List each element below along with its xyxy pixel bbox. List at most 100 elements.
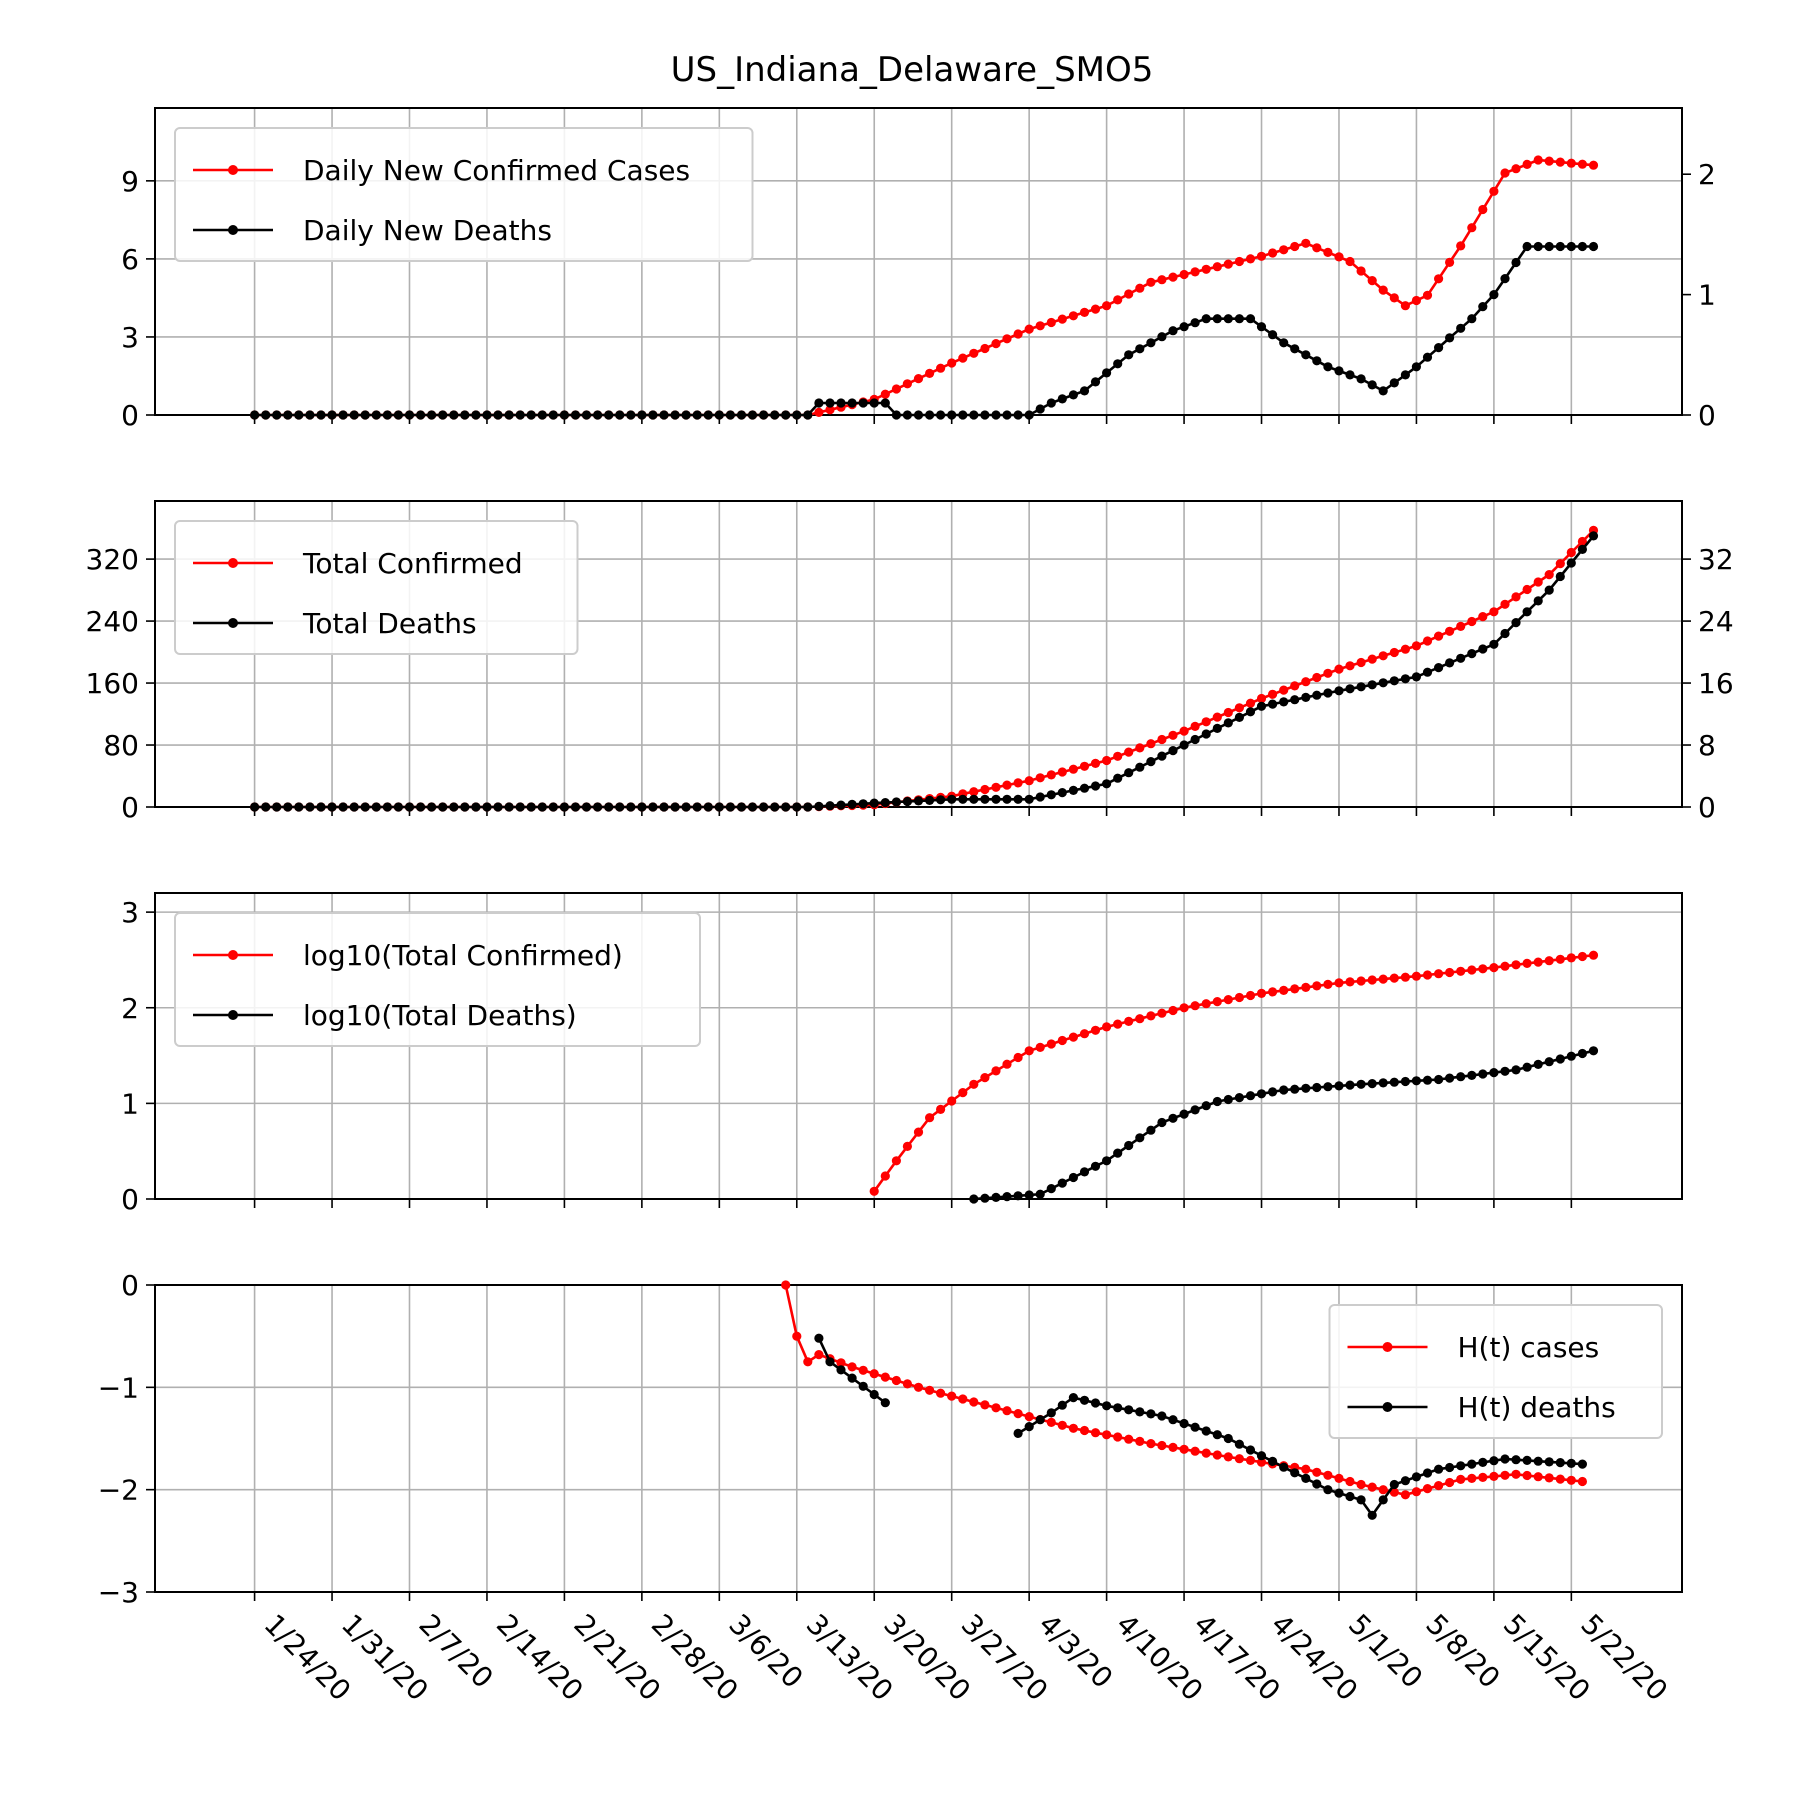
deaths-point bbox=[1090, 781, 1101, 791]
cases-point bbox=[1400, 644, 1410, 654]
deaths-point bbox=[1057, 1178, 1067, 1188]
cases-point bbox=[792, 1331, 802, 1341]
deaths-point bbox=[1312, 1082, 1322, 1093]
deaths-point bbox=[261, 410, 271, 420]
deaths-point bbox=[1422, 1468, 1433, 1478]
cases-point bbox=[1345, 977, 1355, 987]
cases-point bbox=[1168, 272, 1178, 282]
cases-point bbox=[1467, 1473, 1477, 1483]
cases-point bbox=[1500, 599, 1510, 609]
cases-point bbox=[1212, 712, 1222, 722]
cases-point bbox=[969, 348, 979, 358]
cases-point bbox=[913, 1127, 924, 1137]
cases-point bbox=[847, 1362, 857, 1372]
cases-point bbox=[1511, 960, 1521, 970]
deaths-point bbox=[1290, 344, 1300, 354]
deaths-point bbox=[1024, 794, 1034, 804]
deaths-point bbox=[416, 802, 426, 812]
deaths-point bbox=[1146, 1409, 1156, 1419]
cases-point bbox=[1478, 204, 1488, 215]
deaths-point bbox=[1367, 680, 1377, 690]
deaths-point bbox=[1079, 1167, 1090, 1177]
cases-point bbox=[958, 1088, 968, 1098]
deaths-point bbox=[969, 1194, 979, 1204]
deaths-point bbox=[1002, 410, 1012, 420]
deaths-point bbox=[1356, 1495, 1366, 1505]
deaths-point bbox=[493, 802, 503, 812]
cases-point bbox=[1124, 1434, 1134, 1444]
deaths-point bbox=[1301, 692, 1311, 703]
deaths-point bbox=[1157, 1411, 1167, 1421]
deaths-point bbox=[1378, 386, 1388, 396]
deaths-point bbox=[637, 802, 647, 812]
deaths-series bbox=[969, 1046, 1599, 1204]
cases-point bbox=[1577, 951, 1587, 962]
cases-point bbox=[1301, 1464, 1311, 1474]
cases-point bbox=[1334, 1473, 1344, 1483]
deaths-point bbox=[360, 802, 370, 812]
cases-point bbox=[1090, 1428, 1101, 1438]
cases-point bbox=[1478, 612, 1488, 622]
y-tick-label-right: 0 bbox=[1698, 399, 1716, 432]
cases-point bbox=[969, 1397, 979, 1407]
deaths-point bbox=[294, 410, 304, 420]
deaths-point bbox=[548, 410, 558, 420]
cases-point bbox=[980, 784, 990, 795]
deaths-point bbox=[1212, 314, 1222, 324]
cases-point bbox=[1279, 985, 1289, 996]
cases-point bbox=[1389, 647, 1399, 658]
legend-marker bbox=[1382, 1402, 1393, 1412]
cases-point bbox=[1234, 256, 1244, 267]
deaths-point bbox=[1566, 1051, 1576, 1061]
deaths-point bbox=[1445, 1462, 1455, 1473]
cases-point bbox=[1002, 1406, 1012, 1416]
deaths-point bbox=[316, 410, 326, 420]
deaths-point bbox=[1367, 380, 1377, 390]
deaths-point bbox=[1268, 1087, 1278, 1097]
deaths-point bbox=[1588, 1046, 1599, 1056]
cases-point bbox=[1146, 1011, 1156, 1021]
cases-point bbox=[1434, 274, 1444, 284]
deaths-point bbox=[1290, 695, 1300, 705]
deaths-point bbox=[659, 802, 669, 812]
cases-point bbox=[1334, 978, 1344, 988]
cases-point bbox=[1445, 967, 1455, 978]
deaths-point bbox=[1179, 1418, 1189, 1429]
cases-point bbox=[1544, 570, 1554, 580]
deaths-point bbox=[1500, 274, 1510, 284]
cases-point bbox=[1046, 317, 1056, 328]
cases-point bbox=[1566, 547, 1576, 558]
deaths-point bbox=[438, 410, 448, 420]
cases-point bbox=[1046, 1417, 1056, 1427]
cases-point bbox=[1445, 626, 1455, 636]
deaths-point bbox=[1345, 684, 1355, 694]
y-tick-label-left: −1 bbox=[98, 1371, 139, 1404]
deaths-point bbox=[947, 794, 957, 804]
cases-point bbox=[1223, 995, 1233, 1005]
deaths-point bbox=[1046, 1184, 1056, 1194]
deaths-point bbox=[1102, 1156, 1112, 1166]
deaths-point bbox=[637, 410, 647, 420]
cases-point bbox=[1422, 970, 1433, 980]
axes-frame bbox=[154, 500, 1683, 808]
deaths-point bbox=[471, 802, 481, 812]
deaths-point bbox=[902, 796, 913, 807]
deaths-point bbox=[1090, 1398, 1101, 1408]
deaths-point bbox=[504, 410, 514, 420]
deaths-point bbox=[371, 410, 381, 420]
cases-point bbox=[1256, 693, 1267, 704]
legend-marker bbox=[228, 225, 238, 235]
legend-marker bbox=[228, 1010, 238, 1020]
deaths-point bbox=[1013, 1191, 1023, 1201]
deaths-point bbox=[471, 410, 481, 420]
legend-box bbox=[174, 520, 579, 655]
deaths-point bbox=[1367, 1510, 1377, 1520]
cases-point bbox=[980, 343, 990, 354]
cases-point bbox=[1090, 304, 1101, 314]
deaths-point bbox=[1522, 1455, 1532, 1465]
cases-point bbox=[1190, 721, 1200, 732]
deaths-point bbox=[1268, 1456, 1278, 1466]
cases-point bbox=[1588, 160, 1599, 170]
cases-point bbox=[1411, 295, 1421, 306]
deaths-point bbox=[681, 802, 691, 812]
